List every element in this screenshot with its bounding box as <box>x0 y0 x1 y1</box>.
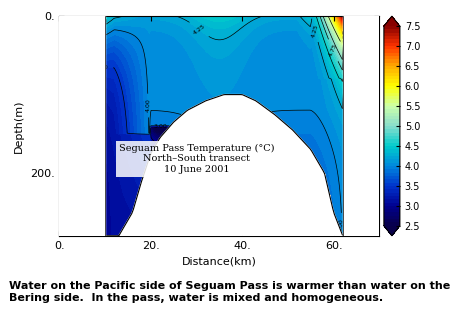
Text: 3.00: 3.00 <box>101 221 106 235</box>
Polygon shape <box>59 16 105 236</box>
PathPatch shape <box>384 226 400 236</box>
Text: 4.25: 4.25 <box>311 23 319 38</box>
Text: 4.50: 4.50 <box>340 60 346 74</box>
PathPatch shape <box>384 16 400 26</box>
Y-axis label: Depth(m): Depth(m) <box>14 99 24 153</box>
Text: 5.50: 5.50 <box>55 20 69 32</box>
Text: 4.00: 4.00 <box>145 99 151 112</box>
Text: 3.00: 3.00 <box>154 124 168 129</box>
Text: Water on the Pacific side of Seguam Pass is warmer than water on the
Bering side: Water on the Pacific side of Seguam Pass… <box>9 281 451 303</box>
Polygon shape <box>343 16 379 236</box>
Text: 5.00: 5.00 <box>66 22 80 33</box>
X-axis label: Distance(km): Distance(km) <box>182 256 257 266</box>
Text: 5.50: 5.50 <box>340 30 346 44</box>
Text: 4.25: 4.25 <box>192 23 206 36</box>
Text: 4.00: 4.00 <box>339 218 345 232</box>
Text: 5.00: 5.00 <box>367 52 382 63</box>
Text: 3.50: 3.50 <box>94 65 108 70</box>
Text: 4.75: 4.75 <box>73 22 88 33</box>
Text: 4.75: 4.75 <box>328 43 338 58</box>
Text: Seguam Pass Temperature (°C)
North–South transect
10 June 2001: Seguam Pass Temperature (°C) North–South… <box>119 144 275 174</box>
Polygon shape <box>59 95 379 236</box>
Text: 4.50: 4.50 <box>93 14 107 25</box>
Text: 4.25: 4.25 <box>63 39 78 49</box>
